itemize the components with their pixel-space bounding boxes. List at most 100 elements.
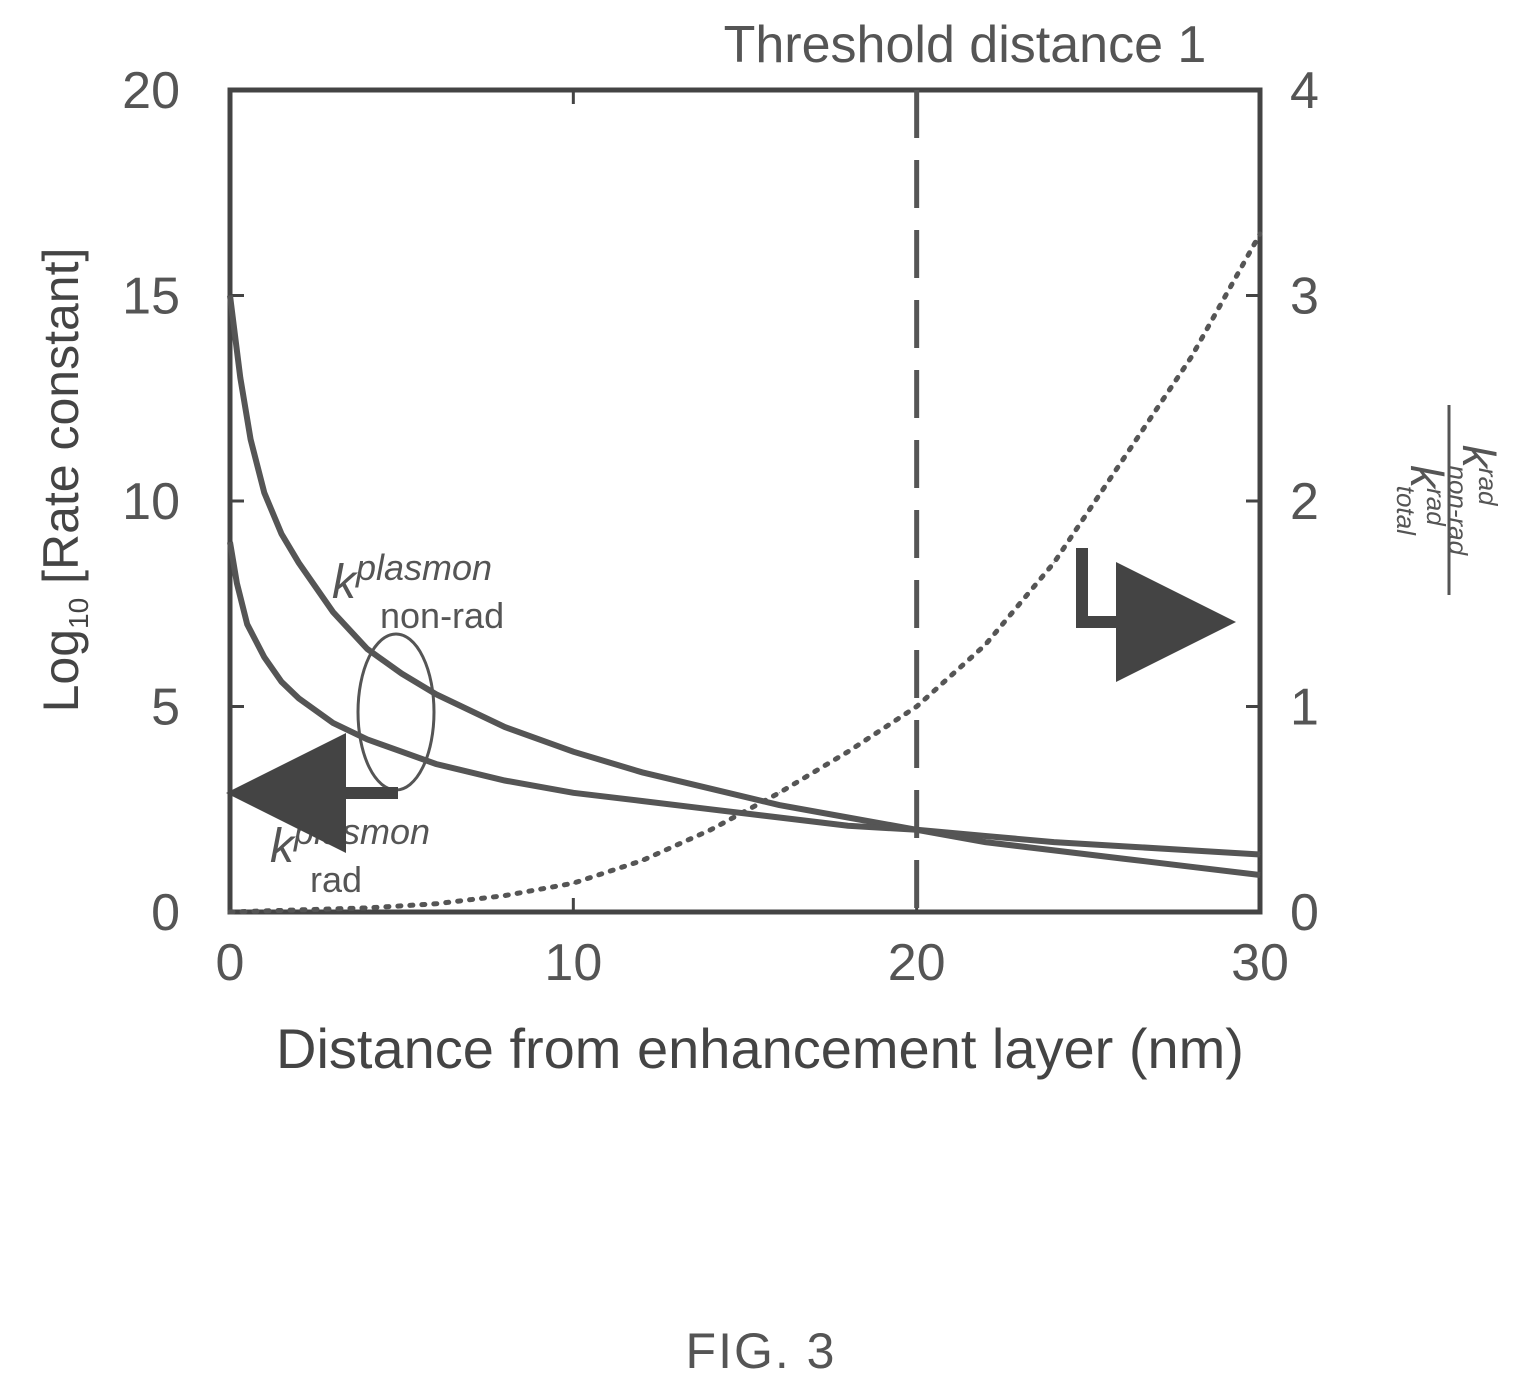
series-point-1 [984, 835, 986, 837]
series-point-0 [332, 611, 334, 613]
series-layer [227, 231, 1263, 915]
series-point-1 [332, 722, 334, 724]
series-point-0 [1122, 858, 1124, 860]
series-point-1 [572, 792, 574, 794]
series-point-2 [847, 751, 849, 753]
y-right-tick-label: 1 [1290, 679, 1319, 737]
series-point-2 [710, 829, 712, 831]
series-point-0 [984, 841, 986, 843]
series-point-0 [229, 295, 231, 296]
series-point-1 [366, 738, 368, 740]
series-point-0 [263, 492, 265, 494]
series-point-1 [229, 541, 231, 543]
figure-caption: FIG. 3 [685, 1323, 837, 1379]
right-num-sup: rad [1473, 468, 1503, 507]
series-point-0 [1053, 849, 1055, 851]
series-point-2 [1122, 459, 1124, 461]
series-point-0 [298, 562, 300, 564]
series-point-2 [778, 792, 780, 794]
right-den-sup: rad [1421, 488, 1451, 527]
series-point-0 [239, 377, 241, 379]
x-tick-label: 30 [1231, 934, 1289, 992]
y-right-tick-label: 3 [1290, 268, 1319, 326]
label-non-rad-k: k [332, 556, 359, 609]
series-point-1 [298, 697, 300, 699]
series-point-0 [641, 771, 643, 773]
right-num-k: k [1453, 445, 1505, 470]
y-label-subscript: 10 [63, 598, 94, 629]
label-rad-k: k [270, 820, 297, 873]
series-point-1 [641, 800, 643, 802]
y-left-tick-label: 20 [122, 62, 180, 120]
series-point-0 [435, 693, 437, 695]
series-point-1 [263, 656, 265, 658]
x-tick-label: 0 [216, 934, 245, 992]
series-point-1 [847, 825, 849, 827]
series-point-0 [847, 817, 849, 818]
series-point-0 [504, 726, 506, 728]
series-point-0 [1259, 874, 1261, 876]
series-point-1 [236, 582, 238, 584]
series-point-0 [710, 788, 712, 790]
series-line-0 [227, 295, 1261, 878]
y-axis-label-left: Log10 [Rate constant] [33, 248, 94, 713]
series-point-2 [572, 882, 574, 884]
series-point-1 [1053, 841, 1055, 843]
y-left-tick-label: 0 [151, 884, 180, 942]
series-point-1 [1122, 845, 1124, 847]
y-right-tick-label: 4 [1290, 62, 1319, 120]
right-axis-arrow [1076, 548, 1236, 682]
series-point-2 [1053, 562, 1055, 564]
series-point-1 [246, 623, 248, 625]
series-point-1 [1190, 849, 1192, 851]
series-point-1 [281, 681, 282, 683]
series-point-2 [435, 903, 437, 905]
series-point-0 [572, 751, 574, 753]
label-rad-sup: plasmon [293, 811, 430, 852]
series-point-1 [1259, 854, 1261, 855]
series-point-2 [641, 860, 643, 862]
y-left-tick-label: 5 [151, 679, 180, 737]
label-rad-sub: rad [310, 859, 362, 900]
series-line-1 [227, 541, 1261, 858]
label-rad: kplasmon rad [270, 811, 430, 900]
series-point-0 [778, 804, 780, 806]
series-point-0 [401, 673, 403, 675]
y-label-prefix: Log [33, 629, 89, 712]
right-label-numerator: kradnon-rad [1443, 445, 1505, 557]
threshold-annotation: Threshold distance 1 [724, 16, 1207, 74]
series-point-2 [298, 909, 300, 911]
y-right-tick-label: 2 [1290, 473, 1319, 531]
series-point-1 [435, 763, 437, 765]
series-point-0 [366, 648, 368, 650]
highlight-ellipse [356, 632, 436, 792]
series-point-2 [916, 706, 918, 707]
y-axis-label-right: kradnon-rad kradtotal [1391, 405, 1505, 595]
x-tick-label: 20 [888, 934, 946, 992]
series-point-1 [778, 817, 780, 818]
series-point-0 [1190, 866, 1192, 868]
series-point-1 [710, 808, 712, 810]
label-non-rad-sup: plasmon [355, 547, 492, 588]
label-non-rad-sub: non-rad [380, 595, 504, 636]
series-point-2 [1190, 356, 1192, 358]
y-label-suffix: [Rate constant] [33, 248, 89, 598]
y-left-tick-label: 10 [122, 473, 180, 531]
series-point-2 [366, 907, 368, 909]
label-non-rad: kplasmon non-rad [332, 547, 504, 636]
y-right-tick-label: 0 [1290, 884, 1319, 942]
series-point-0 [281, 533, 282, 535]
series-line-2 [227, 231, 1263, 915]
x-tick-label: 10 [544, 934, 602, 992]
right-den-k: k [1401, 465, 1453, 490]
series-point-2 [504, 895, 506, 897]
x-axis-label: Distance from enhancement layer (nm) [276, 1017, 1244, 1080]
right-den-sub: total [1391, 486, 1421, 536]
series-point-1 [401, 751, 403, 753]
series-point-1 [504, 780, 506, 781]
series-point-2 [984, 644, 986, 646]
series-point-0 [250, 438, 252, 440]
series-point-2 [229, 911, 231, 913]
